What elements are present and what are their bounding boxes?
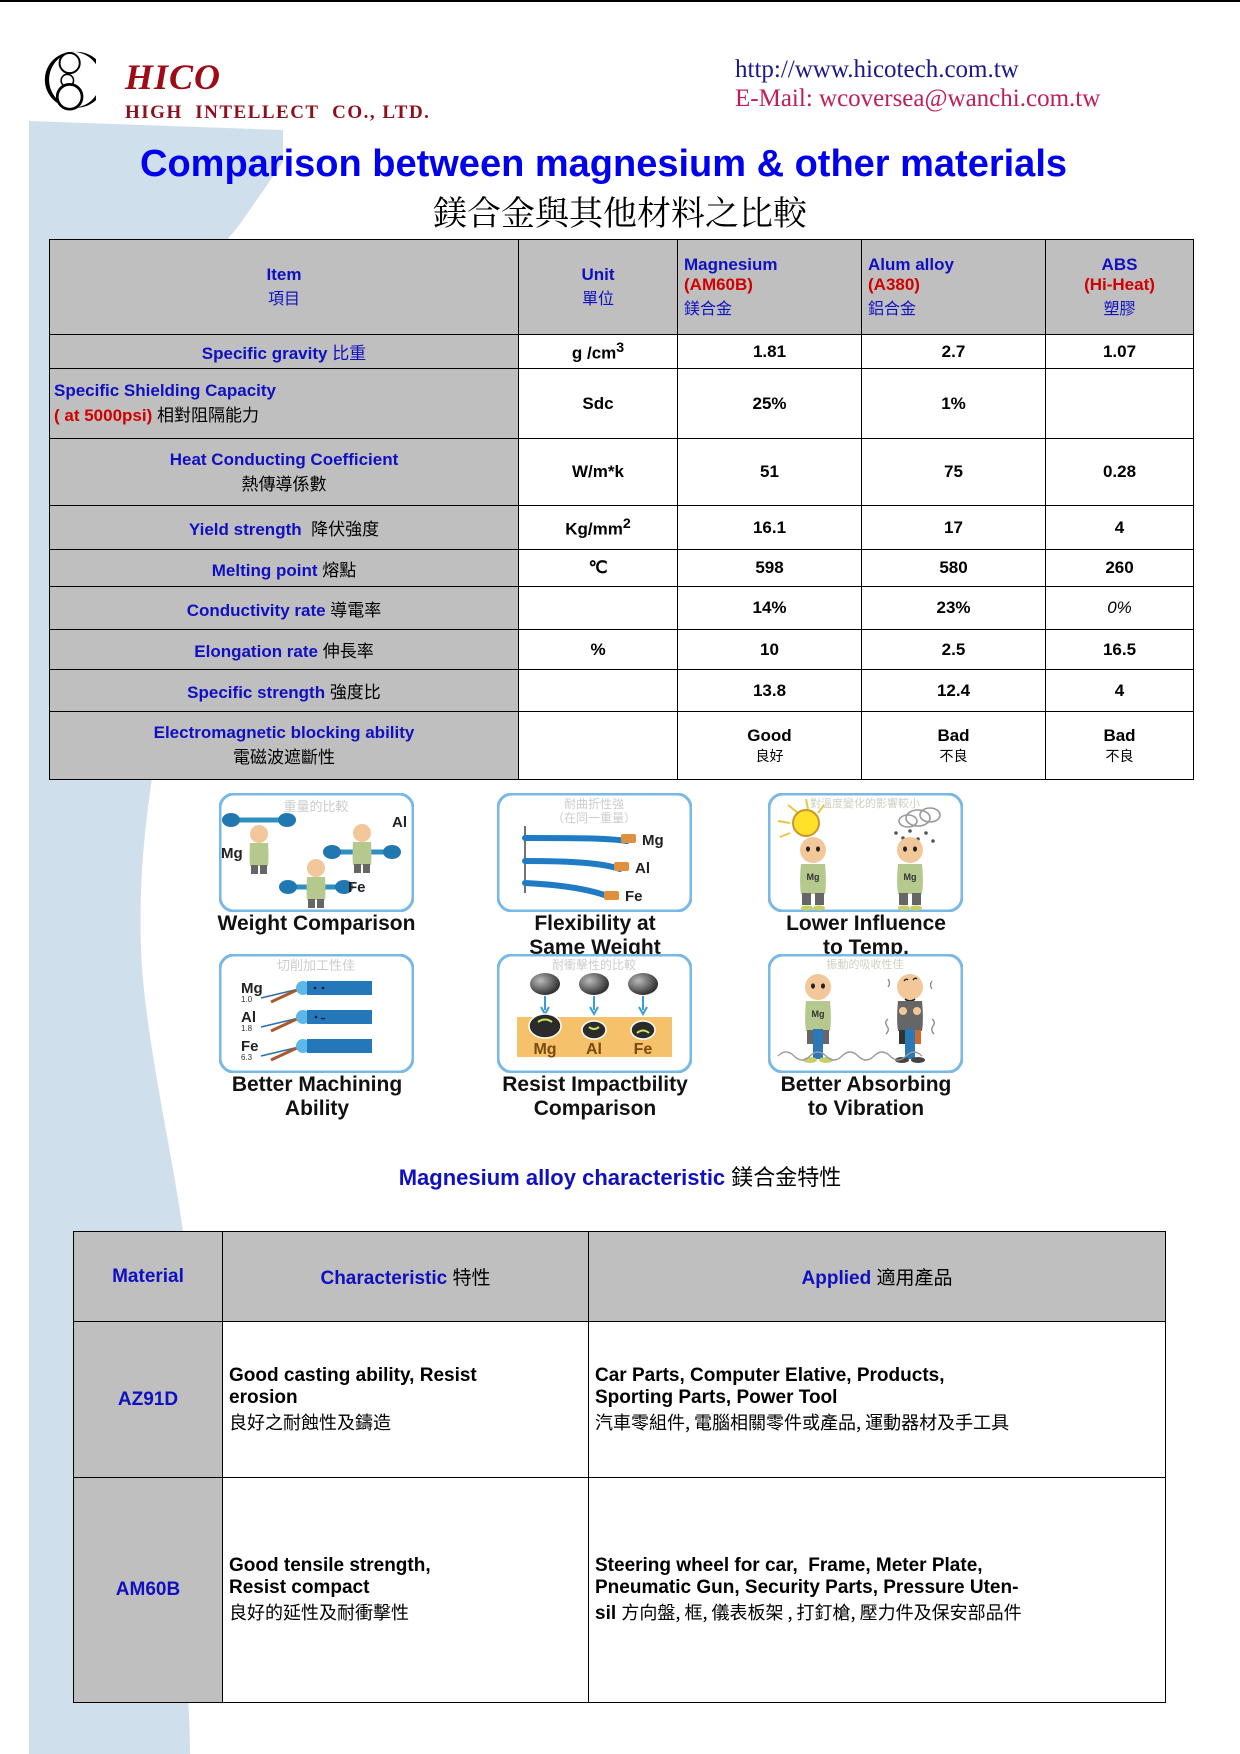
svg-text:Al: Al	[392, 814, 407, 831]
svg-text:耐衝擊性的比較: 耐衝擊性的比較	[552, 956, 636, 973]
svg-text:Mg: Mg	[904, 872, 917, 882]
svg-text:Mg: Mg	[533, 1041, 556, 1058]
svg-text:對溫度變化的影響較小: 對溫度變化的影響較小	[810, 795, 920, 811]
svg-text:Fe: Fe	[634, 1041, 653, 1058]
svg-text:Mg: Mg	[642, 832, 664, 849]
svg-text:Mg: Mg	[812, 1009, 825, 1019]
svg-text:切削加工性佳: 切削加工性佳	[277, 955, 355, 974]
svg-text:Fe: Fe	[625, 888, 643, 905]
svg-text:Al: Al	[586, 1041, 602, 1058]
svg-text:Al: Al	[635, 860, 650, 877]
svg-text:1.8: 1.8	[241, 1024, 253, 1033]
svg-text:重量的比較: 重量的比較	[283, 796, 348, 815]
svg-text:振動的吸收性佳: 振動的吸收性佳	[827, 956, 904, 972]
svg-text:Fe: Fe	[348, 879, 366, 896]
svg-text:Mg: Mg	[221, 845, 243, 862]
svg-text:（在同一重量）: （在同一重量）	[552, 809, 636, 826]
svg-text:Mg: Mg	[807, 872, 820, 882]
svg-text:6.3: 6.3	[241, 1053, 253, 1062]
svg-text:1.0: 1.0	[241, 995, 253, 1004]
